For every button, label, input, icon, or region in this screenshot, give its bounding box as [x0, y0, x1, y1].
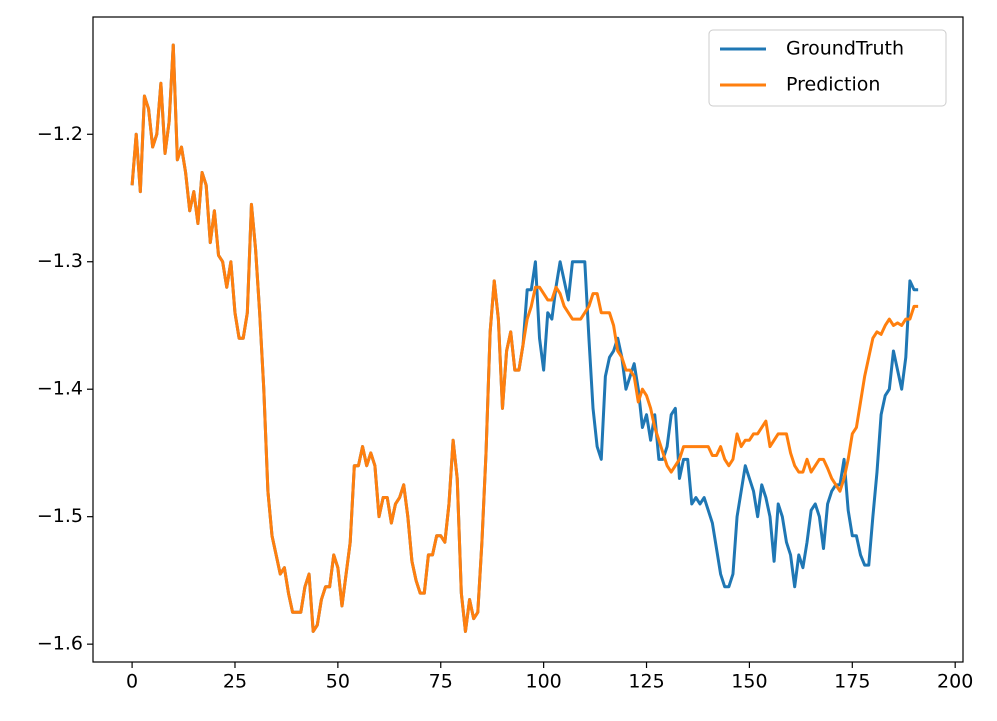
x-tick-label: 50: [326, 671, 350, 693]
y-tick-label: −1.3: [37, 250, 83, 272]
y-tick-label: −1.4: [37, 378, 83, 400]
y-tick-label: −1.5: [37, 505, 83, 527]
x-tick-label: 200: [937, 671, 973, 693]
legend-label: Prediction: [786, 74, 880, 96]
legend-label: GroundTruth: [786, 38, 904, 60]
x-tick-label: 100: [526, 671, 562, 693]
x-tick-label: 25: [223, 671, 247, 693]
legend-box: [708, 29, 947, 107]
y-tick-label: −1.6: [37, 633, 83, 655]
x-tick-label: 150: [731, 671, 767, 693]
x-tick-label: 0: [126, 671, 138, 693]
x-tick-label: 75: [429, 671, 453, 693]
x-tick-label: 175: [834, 671, 870, 693]
data-line: [130, 43, 919, 633]
y-tick-label: −1.2: [37, 123, 83, 145]
x-tick-label: 125: [628, 671, 664, 693]
plot-frame: [92, 16, 964, 663]
